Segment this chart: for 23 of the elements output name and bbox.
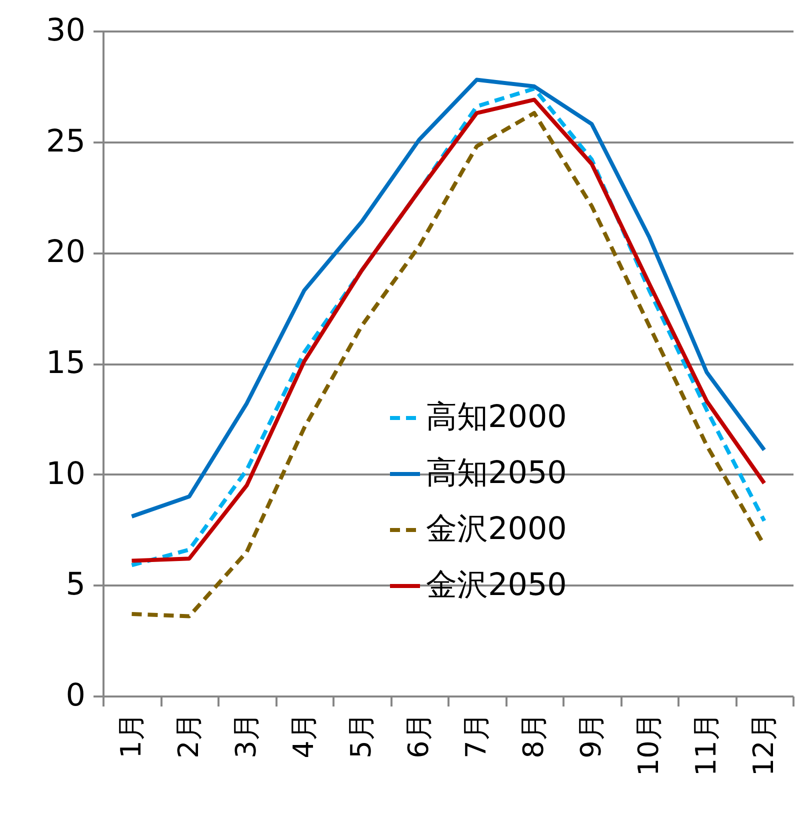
y-tick-label: 5 — [66, 566, 86, 603]
x-tick-label: 11月 — [689, 712, 722, 776]
x-tick-label: 6月 — [402, 712, 435, 758]
y-tick-label: 30 — [46, 12, 86, 48]
x-tick-label: 12月 — [746, 712, 780, 776]
x-tick-label: 8月 — [516, 712, 550, 758]
x-tick-label: 4月 — [286, 712, 320, 758]
y-tick-label: 10 — [46, 456, 86, 492]
legend-label: 高知2000 — [426, 399, 567, 435]
y-tick-label: 15 — [46, 345, 86, 381]
x-tick-label: 7月 — [459, 712, 492, 758]
x-tick-label: 3月 — [229, 712, 262, 758]
x-tick-label: 10月 — [632, 712, 665, 776]
legend-label: 金沢2000 — [426, 511, 567, 547]
legend-label: 金沢2050 — [426, 567, 567, 603]
legend-label: 高知2050 — [426, 455, 567, 491]
y-tick-label: 0 — [66, 678, 86, 714]
x-tick-label: 9月 — [574, 712, 608, 758]
x-tick-label: 5月 — [344, 712, 378, 758]
x-tick-label: 2月 — [172, 712, 205, 758]
x-tick-label: 1月 — [114, 712, 148, 758]
y-tick-label: 25 — [46, 123, 86, 160]
y-tick-label: 20 — [46, 234, 86, 270]
